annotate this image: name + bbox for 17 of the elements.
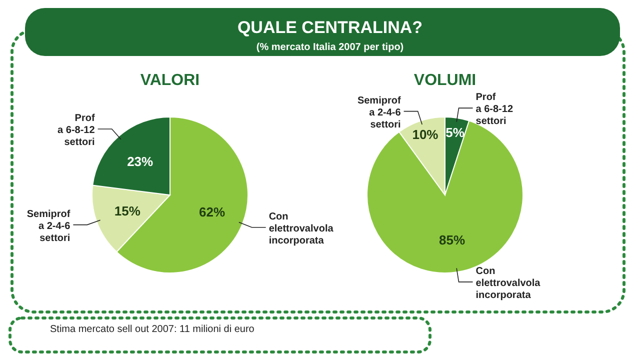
data-label: 62% [199,204,226,220]
data-label: 5% [446,124,465,140]
slice-label: Con elettrovalvola incorporata [268,211,334,246]
slice-label: Prof a 6-8-12 settori [476,92,514,128]
data-label: 10% [412,127,439,142]
text: (% mercato Italia 2007 per tipo) [256,42,404,53]
slice-label: Semiprof a 2-4-6 settori [26,208,71,244]
chart-title: VOLUMI [414,72,476,89]
data-label: 23% [127,154,154,170]
text: QUALE CENTRALINA? [237,18,423,37]
slice-label: Semiprof a 2-4-6 settori [357,95,402,130]
slice-label: Con elettrovalvola incorporata [476,266,541,301]
data-label: 15% [114,203,141,218]
text: Stima mercato sell out 2007: 11 milioni di euro [50,324,255,335]
chart-title: VALORI [140,72,200,89]
slice-label: Prof a 6-8-12 settori [58,112,96,148]
data-label: 85% [439,232,466,248]
